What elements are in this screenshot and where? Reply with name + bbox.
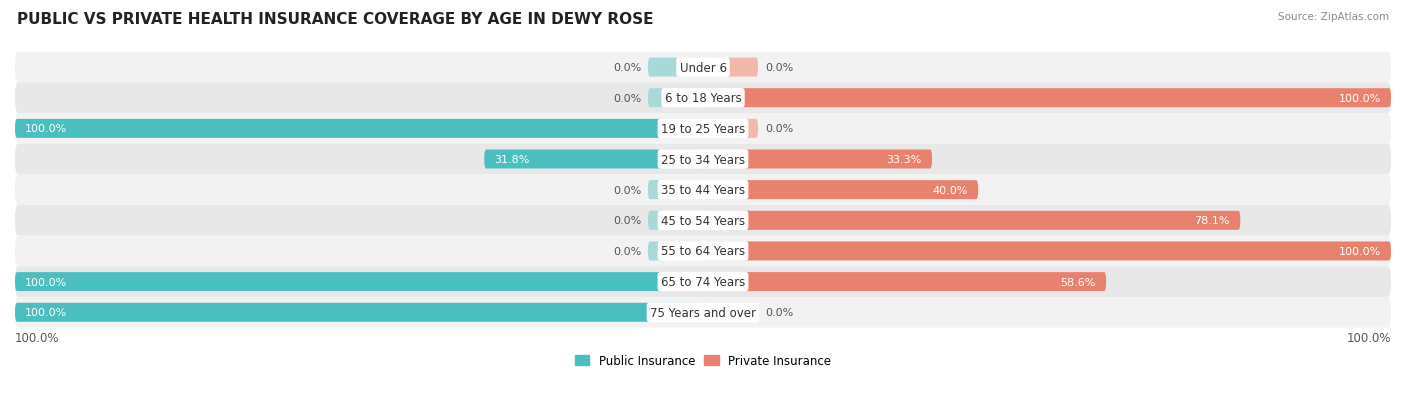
FancyBboxPatch shape	[15, 83, 1391, 114]
Text: 100.0%: 100.0%	[1339, 93, 1381, 103]
FancyBboxPatch shape	[703, 89, 1391, 108]
FancyBboxPatch shape	[15, 114, 1391, 144]
FancyBboxPatch shape	[648, 58, 703, 77]
FancyBboxPatch shape	[15, 273, 703, 292]
FancyBboxPatch shape	[648, 242, 703, 261]
FancyBboxPatch shape	[15, 175, 1391, 206]
Text: 100.0%: 100.0%	[15, 332, 59, 344]
Text: 75 Years and over: 75 Years and over	[650, 306, 756, 319]
FancyBboxPatch shape	[703, 150, 932, 169]
Text: 100.0%: 100.0%	[1339, 247, 1381, 256]
FancyBboxPatch shape	[703, 303, 758, 322]
Text: 25 to 34 Years: 25 to 34 Years	[661, 153, 745, 166]
Text: 100.0%: 100.0%	[1347, 332, 1391, 344]
FancyBboxPatch shape	[703, 273, 1107, 292]
Text: 58.6%: 58.6%	[1060, 277, 1095, 287]
Text: 0.0%: 0.0%	[613, 247, 641, 256]
Legend: Public Insurance, Private Insurance: Public Insurance, Private Insurance	[571, 350, 835, 372]
Text: Under 6: Under 6	[679, 62, 727, 74]
Text: 33.3%: 33.3%	[887, 154, 922, 165]
FancyBboxPatch shape	[703, 58, 758, 77]
Text: 65 to 74 Years: 65 to 74 Years	[661, 275, 745, 288]
FancyBboxPatch shape	[15, 267, 1391, 297]
FancyBboxPatch shape	[703, 242, 1391, 261]
FancyBboxPatch shape	[703, 181, 979, 199]
Text: 55 to 64 Years: 55 to 64 Years	[661, 245, 745, 258]
FancyBboxPatch shape	[648, 89, 703, 108]
Text: 100.0%: 100.0%	[25, 124, 67, 134]
Text: 100.0%: 100.0%	[25, 308, 67, 318]
Text: PUBLIC VS PRIVATE HEALTH INSURANCE COVERAGE BY AGE IN DEWY ROSE: PUBLIC VS PRIVATE HEALTH INSURANCE COVER…	[17, 12, 654, 27]
FancyBboxPatch shape	[15, 144, 1391, 175]
FancyBboxPatch shape	[15, 236, 1391, 267]
Text: 45 to 54 Years: 45 to 54 Years	[661, 214, 745, 227]
Text: Source: ZipAtlas.com: Source: ZipAtlas.com	[1278, 12, 1389, 22]
Text: 0.0%: 0.0%	[765, 124, 793, 134]
FancyBboxPatch shape	[15, 119, 703, 138]
Text: 19 to 25 Years: 19 to 25 Years	[661, 123, 745, 135]
Text: 0.0%: 0.0%	[765, 63, 793, 73]
FancyBboxPatch shape	[703, 119, 758, 138]
Text: 100.0%: 100.0%	[25, 277, 67, 287]
FancyBboxPatch shape	[484, 150, 703, 169]
Text: 0.0%: 0.0%	[613, 216, 641, 226]
Text: 6 to 18 Years: 6 to 18 Years	[665, 92, 741, 105]
FancyBboxPatch shape	[15, 206, 1391, 236]
Text: 78.1%: 78.1%	[1195, 216, 1230, 226]
Text: 0.0%: 0.0%	[613, 93, 641, 103]
Text: 31.8%: 31.8%	[495, 154, 530, 165]
Text: 0.0%: 0.0%	[613, 185, 641, 195]
Text: 35 to 44 Years: 35 to 44 Years	[661, 184, 745, 197]
FancyBboxPatch shape	[15, 303, 703, 322]
FancyBboxPatch shape	[15, 52, 1391, 83]
FancyBboxPatch shape	[703, 211, 1240, 230]
FancyBboxPatch shape	[648, 211, 703, 230]
Text: 40.0%: 40.0%	[932, 185, 967, 195]
Text: 0.0%: 0.0%	[765, 308, 793, 318]
FancyBboxPatch shape	[15, 297, 1391, 328]
Text: 0.0%: 0.0%	[613, 63, 641, 73]
FancyBboxPatch shape	[648, 181, 703, 199]
